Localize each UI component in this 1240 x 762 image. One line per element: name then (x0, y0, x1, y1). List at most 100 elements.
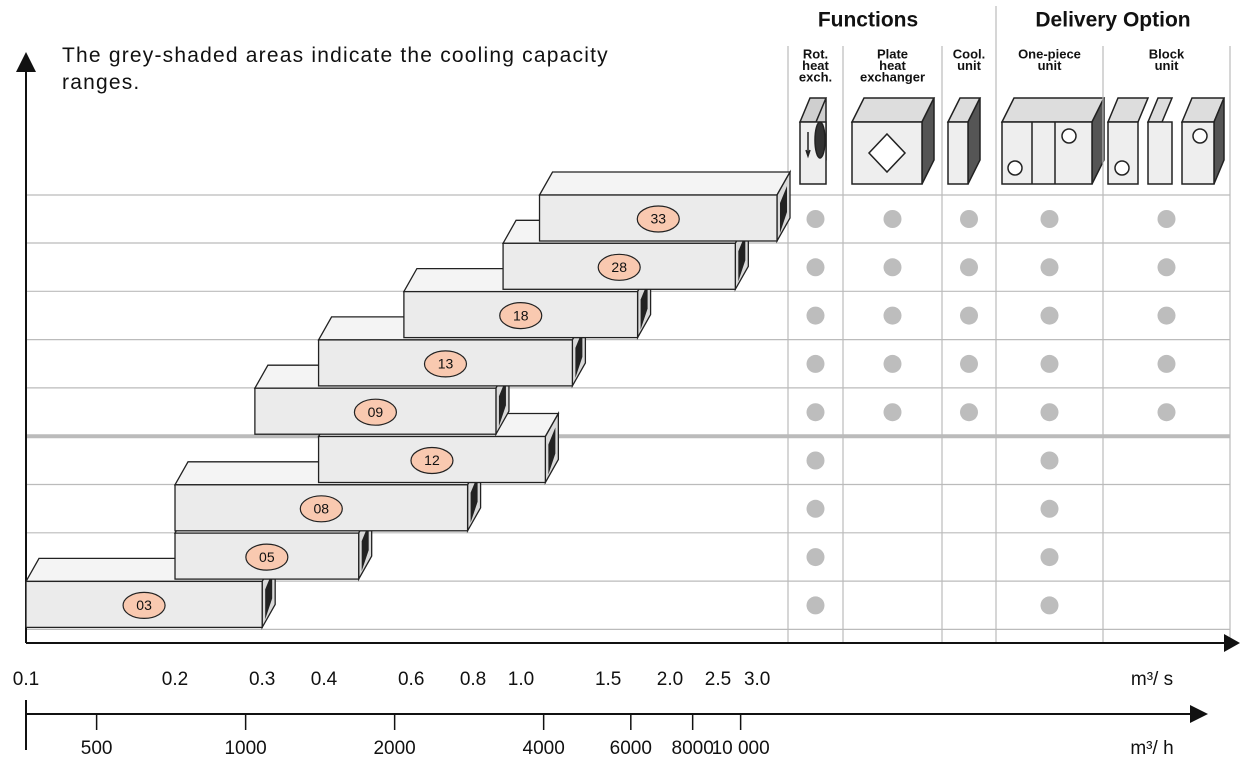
column-header: Block (1149, 46, 1185, 61)
availability-dot (883, 403, 902, 422)
availability-dot (883, 354, 902, 373)
x2-tick-label: 8000 (672, 738, 714, 759)
x2-tick-label: 4000 (523, 738, 565, 759)
bar-side-opening (470, 475, 478, 523)
availability-dot (960, 210, 978, 228)
availability-dot (1157, 403, 1176, 422)
availability-dot (960, 258, 978, 277)
bar-side-opening (738, 234, 746, 282)
availability-dot (883, 258, 902, 277)
x2-tick-label: 500 (81, 738, 113, 759)
column-header: heat (879, 58, 906, 73)
availability-dot (960, 354, 978, 373)
unit-label: 12 (424, 452, 440, 468)
column-header: unit (1038, 58, 1062, 73)
availability-dot (1040, 306, 1059, 325)
column-header: exchanger (860, 69, 925, 84)
bar-side-opening (265, 572, 273, 620)
x-tick-label: 0.3 (249, 669, 275, 690)
availability-dot (1040, 548, 1059, 567)
column-header: Plate (877, 46, 908, 61)
x2-tick-label: 1000 (224, 738, 266, 759)
availability-dot (806, 306, 825, 325)
group-title: Delivery Option (1035, 9, 1190, 32)
availability-dot (1040, 354, 1059, 373)
x-axis-unit: m³/ s (1131, 669, 1173, 690)
unit-badge (299, 495, 343, 523)
x-tick-label: 2.5 (705, 669, 731, 690)
unit-badge (423, 350, 468, 378)
unit-badge (499, 302, 543, 330)
unit-label: 08 (314, 501, 330, 517)
unit-bar: 33 (538, 169, 792, 244)
availability-dot (806, 403, 825, 422)
y-axis-arrow (16, 52, 36, 72)
bar-top (538, 171, 792, 196)
column-header: unit (957, 58, 981, 73)
unit-badge (636, 205, 680, 233)
bar-side-opening (498, 379, 506, 427)
availability-dot (1157, 306, 1176, 325)
availability-dot (1040, 451, 1059, 470)
x-tick-label: 1.5 (595, 669, 621, 690)
availability-dot (1040, 258, 1059, 277)
column-header: Rot. (803, 46, 828, 61)
column-header: unit (1155, 58, 1179, 73)
column-header: One-piece (1018, 46, 1081, 61)
availability-dot (1040, 403, 1059, 422)
availability-dot (960, 306, 978, 325)
availability-dot (806, 596, 825, 615)
availability-dot (960, 403, 978, 422)
x-tick-label: 2.0 (657, 669, 683, 690)
availability-dot (1157, 210, 1176, 228)
availability-dot (806, 499, 825, 518)
unit-badge (410, 446, 454, 475)
unit-label: 09 (368, 404, 384, 420)
availability-dot (883, 210, 902, 228)
unit-badge (353, 398, 398, 426)
x2-axis-arrow (1190, 705, 1208, 723)
note: The grey-shaded areas indicate the cooli… (62, 44, 609, 94)
x2-tick-label: 6000 (610, 738, 652, 759)
availability-dot (1040, 210, 1059, 228)
unit-bar: 03 (24, 555, 277, 630)
x-tick-label: 0.6 (398, 669, 424, 690)
availability-dot (806, 548, 825, 567)
x2-tick-label: 2000 (373, 738, 415, 759)
x-tick-label: 0.2 (162, 669, 188, 690)
bar (174, 532, 360, 580)
unit-badge (597, 253, 641, 281)
x-tick-label: 0.8 (460, 669, 486, 690)
column-header: heat (802, 58, 829, 73)
bar-side-opening (361, 524, 369, 572)
availability-dot (1157, 258, 1176, 277)
bar-side-opening (548, 427, 556, 475)
unit-label: 28 (611, 259, 627, 275)
icons (798, 97, 1226, 185)
availability-dot (806, 258, 825, 277)
x-axis-arrow (1224, 634, 1240, 652)
availability-dot (883, 306, 902, 325)
unit-label: 13 (438, 356, 454, 372)
availability-dot (1157, 354, 1176, 373)
bar-side-opening (640, 282, 648, 330)
column-header: exch. (799, 69, 832, 84)
availability-dot (806, 451, 825, 470)
unit-label: 33 (650, 211, 666, 227)
bar-side-opening (780, 186, 788, 233)
unit-label: 18 (513, 307, 529, 323)
x-tick-label: 1.0 (508, 669, 534, 690)
availability-dot (806, 354, 825, 373)
unit-badge (245, 543, 289, 571)
x-tick-label: 0.1 (13, 669, 39, 690)
unit-label: 05 (259, 549, 275, 565)
availability-dot (1040, 499, 1059, 518)
availability-dot (1040, 596, 1059, 615)
availability-dot (806, 210, 825, 228)
unit-badge (122, 591, 166, 620)
x-tick-label: 0.4 (311, 669, 338, 690)
group-title: Functions (818, 9, 918, 32)
bar-side-opening (575, 330, 583, 378)
